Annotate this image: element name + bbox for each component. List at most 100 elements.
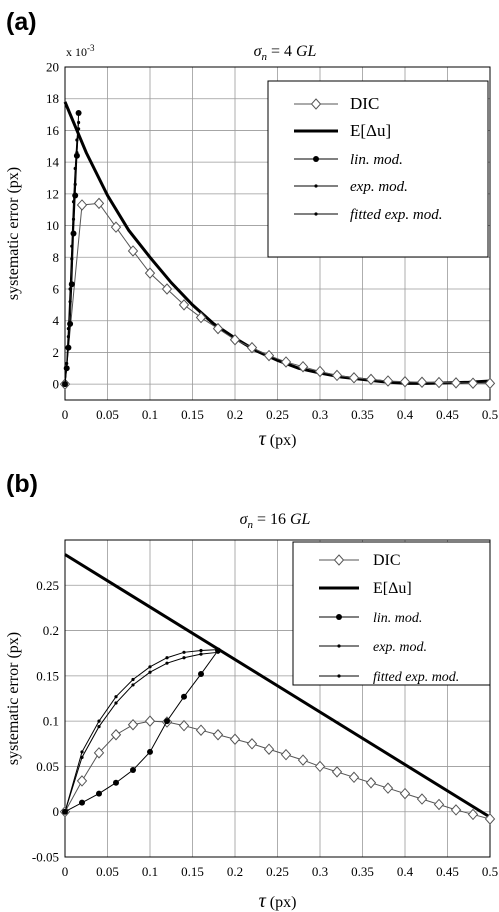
x-tick-label: 0.05 (96, 864, 119, 879)
data-point (67, 320, 74, 327)
data-point (229, 733, 241, 746)
data-point (131, 677, 135, 682)
legend-marker (310, 98, 322, 110)
x-axis-title: τ (px) (259, 428, 297, 450)
panel-label: (b) (6, 470, 38, 498)
data-point (382, 782, 394, 794)
data-point (68, 281, 75, 288)
legend-marker (314, 184, 318, 188)
data-point (263, 743, 275, 755)
x-tick-label: 0 (62, 407, 69, 422)
y-tick-label: 0.2 (43, 623, 59, 638)
x-tick-label: 0.1 (142, 864, 158, 879)
data-point (148, 665, 152, 669)
legend-entry: lin. mod. (319, 611, 422, 626)
plot-frame (64, 539, 491, 858)
data-point (382, 375, 394, 387)
y-tick-label: -0.05 (32, 850, 59, 865)
legend-box (292, 541, 491, 686)
x-tick-label: 0.5 (482, 864, 498, 879)
series-lin-mod (62, 647, 221, 815)
data-point (331, 369, 343, 382)
data-point (62, 381, 68, 388)
y-tick-label: 0 (53, 804, 60, 819)
data-point (144, 715, 156, 727)
data-point (280, 356, 292, 368)
data-point (331, 766, 343, 778)
legend-label: E[Δu] (373, 580, 412, 597)
x-axis-unit: (px) (270, 894, 297, 911)
chart-title: σn = 4 GL (254, 43, 317, 63)
data-point (114, 701, 118, 705)
data-point (110, 221, 122, 233)
data-point (114, 695, 118, 699)
data-point (416, 793, 428, 805)
data-point (195, 724, 207, 736)
chart-panel-b: (b) 0 0.05 0.1 0.15 0.2 0.25 0.3 0.35 0.4 0.45 0.5 -… (5, 470, 498, 912)
data-point (75, 109, 82, 116)
data-point (76, 775, 88, 787)
y-tick-label: 10 (46, 218, 59, 233)
series-line (64, 553, 491, 819)
series-group (59, 553, 496, 825)
data-point (348, 771, 360, 784)
x-tick-label: 0 (62, 864, 69, 879)
x-tick-label: 0.1 (142, 407, 158, 422)
legend-label: fitted exp. mod. (373, 670, 459, 685)
legend-marker (333, 554, 345, 566)
legend-entry: DIC (294, 94, 379, 113)
data-point (165, 661, 169, 665)
x-tick-label: 0.05 (96, 407, 119, 422)
legend-label: lin. mod. (373, 611, 422, 626)
y-tick-label: 16 (46, 123, 60, 138)
data-point (246, 341, 258, 354)
legend-entry: DIC (319, 552, 401, 569)
y-tick-label: 4 (53, 313, 60, 328)
legend-entry: exp. mod. (319, 640, 427, 655)
data-point (161, 283, 173, 295)
data-point (76, 199, 88, 211)
data-point (127, 719, 139, 731)
legend-entry: fitted exp. mod. (319, 670, 459, 685)
legend-label: exp. mod. (373, 640, 427, 655)
data-point (72, 192, 79, 199)
data-point (62, 808, 68, 815)
title-subscript: n (261, 51, 267, 63)
axis-scale-note: x 10-3 (66, 43, 95, 59)
data-point (297, 360, 309, 373)
x-axis-symbol: τ (259, 890, 267, 912)
y-tick-label: 0.15 (36, 668, 59, 683)
data-point (113, 779, 119, 786)
title-sigma: σ (254, 43, 263, 60)
y-tick-label: 18 (46, 91, 59, 106)
data-point (178, 719, 190, 732)
legend: DIC E[Δu] lin. mod. exp. mod. fitted exp. mo… (267, 80, 489, 258)
title-sigma: σ (240, 511, 249, 528)
panel-label: (a) (6, 8, 37, 36)
data-point (65, 344, 72, 351)
legend-entry: fitted exp. mod. (294, 207, 442, 223)
legend-label: DIC (373, 552, 401, 569)
y-axis-title: systematic error (px) (5, 632, 22, 765)
y-tick-label: 8 (53, 250, 60, 265)
series-dic (59, 715, 496, 825)
x-tick-label: 0.35 (351, 864, 374, 879)
data-point (484, 377, 496, 390)
legend-entry: exp. mod. (294, 179, 408, 195)
data-point (263, 349, 275, 362)
legend-box (267, 80, 489, 258)
data-point (467, 377, 479, 389)
data-point (148, 670, 152, 674)
legend-label: fitted exp. mod. (350, 207, 442, 223)
data-point (229, 333, 241, 346)
data-point (199, 648, 203, 653)
scale-base: x 10 (66, 45, 87, 59)
data-point (93, 747, 105, 759)
chart-title: σn = 16 GL (240, 511, 311, 531)
x-tick-label: 0.45 (436, 407, 459, 422)
data-point (147, 748, 153, 755)
title-equals: = 16 (253, 511, 290, 528)
data-point (212, 728, 224, 741)
data-point (182, 656, 186, 660)
